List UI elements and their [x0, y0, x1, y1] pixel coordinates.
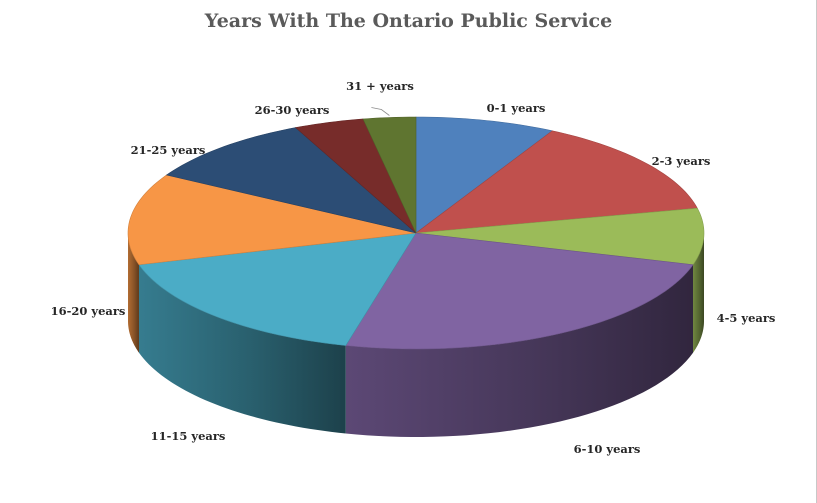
- pie-slice-26-30-years: [294, 118, 417, 234]
- pie-slice-16-20-years: [127, 174, 417, 266]
- pie-slice-21-25-years: [165, 127, 417, 234]
- slice-label-2-3-years: 2-3 years: [652, 154, 711, 168]
- slice-label-4-5-years: 4-5 years: [717, 311, 776, 325]
- leader-line-31-plus-years: [371, 107, 390, 116]
- slice-label-0-1-years: 0-1 years: [487, 101, 546, 115]
- pie-slice-0-1-years: [415, 116, 553, 234]
- slice-label-26-30-years: 26-30 years: [255, 103, 330, 117]
- pie-sides: [128, 233, 704, 437]
- slice-label-31-plus-years: 31 + years: [346, 79, 414, 93]
- pie-slice-31-plus-years: [362, 116, 417, 234]
- pie-slice-4-5-years: [415, 207, 705, 266]
- slice-label-6-10-years: 6-10 years: [574, 442, 641, 456]
- chart-title: Years With The Ontario Public Service: [204, 10, 613, 32]
- pie-slice-2-3-years: [414, 130, 698, 234]
- pie-side-16-20-years: [128, 233, 139, 353]
- slice-label-16-20-years: 16-20 years: [51, 304, 126, 318]
- slice-labels: 0-1 years 2-3 years 4-5 years 6-10 years 11-…: [51, 79, 776, 456]
- slice-label-11-15-years: 11-15 years: [151, 429, 226, 443]
- pie-side-4-5-years: [693, 233, 704, 353]
- pie-side-11-15-years: [138, 264, 346, 434]
- pie-slices: [127, 116, 705, 350]
- pie-slice-11-15-years: [138, 232, 417, 346]
- leader-lines: [371, 107, 390, 116]
- pie-slice-6-10-years: [345, 232, 694, 350]
- pie-side-6-10-years: [345, 264, 694, 437]
- slice-label-21-25-years: 21-25 years: [131, 143, 206, 157]
